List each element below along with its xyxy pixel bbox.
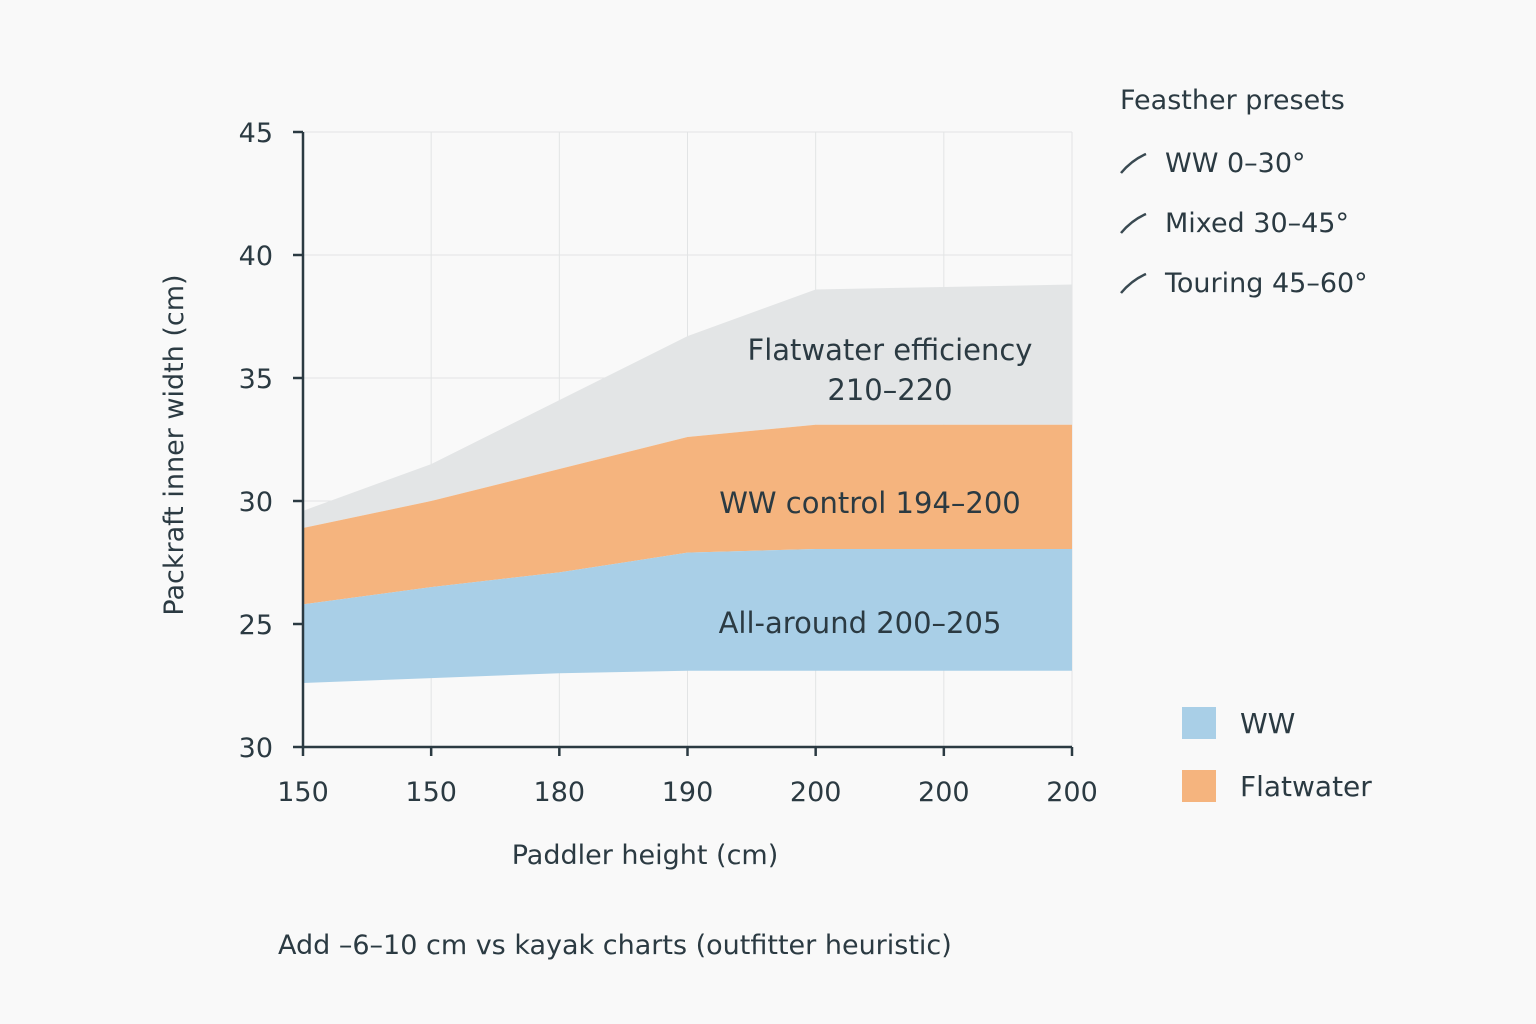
- legend-label: Flatwater: [1240, 770, 1372, 803]
- preset-legend-item: Touring 45–60°: [1164, 268, 1368, 299]
- feather-stroke-icon: [1120, 152, 1147, 174]
- y-tick-label: 45: [239, 118, 273, 149]
- x-tick-label: 200: [918, 777, 970, 808]
- band-label: WW control 194–200: [719, 486, 1021, 520]
- y-tick-label: 35: [239, 364, 273, 395]
- preset-legend-item: Mixed 30–45°: [1165, 208, 1349, 239]
- x-tick-label: 200: [790, 777, 842, 808]
- band-label: Flatwater efficiency: [748, 333, 1033, 367]
- band-area-0: [303, 284, 1072, 529]
- x-axis-label: Paddler height (cm): [512, 840, 779, 871]
- x-tick-label: 150: [405, 777, 457, 808]
- band-area-1: [303, 424, 1072, 605]
- feather-stroke-icon: [1120, 212, 1147, 234]
- legend-swatch: [1182, 770, 1216, 802]
- preset-legend-item: WW 0–30°: [1165, 148, 1306, 179]
- band-label: All-around 200–205: [719, 606, 1002, 640]
- legend-label: WW: [1240, 707, 1295, 740]
- legend-swatch: [1182, 707, 1216, 739]
- band-label: 210–220: [827, 373, 952, 407]
- y-tick-label: 40: [239, 241, 273, 272]
- band-area-2: [303, 548, 1072, 684]
- y-tick-label: 25: [239, 610, 273, 641]
- x-tick-label: 200: [1046, 777, 1098, 808]
- x-tick-label: 190: [662, 777, 714, 808]
- preset-legend-title: Feasther presets: [1120, 85, 1345, 116]
- footnote: Add –6–10 cm vs kayak charts (outfitter …: [278, 930, 952, 961]
- x-tick-label: 150: [277, 777, 329, 808]
- feather-stroke-icon: [1120, 272, 1147, 294]
- y-tick-label: 30: [239, 487, 273, 518]
- y-axis-label: Packraft inner width (cm): [159, 274, 190, 615]
- y-tick-label: 30: [239, 733, 273, 764]
- x-tick-label: 180: [534, 777, 586, 808]
